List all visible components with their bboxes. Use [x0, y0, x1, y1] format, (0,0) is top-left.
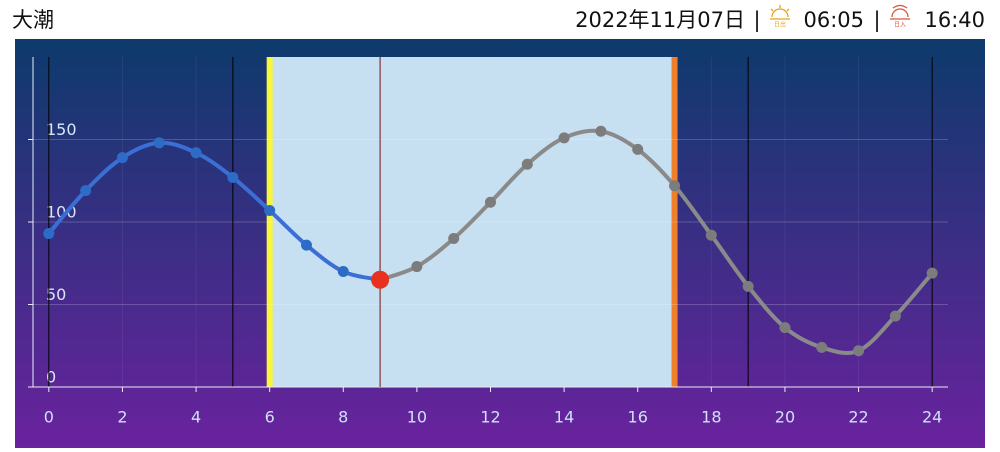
x-tick-label: 16	[628, 408, 648, 427]
data-point	[337, 266, 349, 277]
x-tick-label: 0	[44, 408, 54, 427]
x-tick-label: 24	[922, 408, 942, 427]
sunrise-bar	[266, 57, 273, 387]
data-point	[632, 143, 644, 155]
x-tick-label: 10	[407, 408, 427, 427]
future-line	[379, 128, 934, 355]
data-point	[669, 180, 681, 192]
data-point	[742, 280, 754, 292]
data-point	[853, 345, 865, 357]
data-point	[264, 204, 276, 216]
data-point	[116, 152, 128, 164]
data-point	[816, 341, 828, 353]
data-point	[926, 267, 938, 279]
sunrise-label: 日出	[774, 21, 786, 29]
data-point	[779, 322, 791, 334]
data-point	[411, 261, 423, 273]
data-point	[558, 132, 570, 144]
data-point	[190, 147, 202, 159]
sunrise-time: 06:05	[803, 8, 864, 32]
tide-title: 大潮	[12, 8, 54, 32]
data-point	[705, 229, 717, 241]
x-tick-label: 18	[701, 408, 721, 427]
data-point	[227, 171, 239, 183]
y-tick-label: 150	[46, 120, 77, 139]
past-line	[47, 140, 381, 282]
sunset-icon	[890, 4, 910, 20]
sunset-bar	[671, 57, 678, 387]
x-tick-label: 12	[480, 408, 500, 427]
data-point	[485, 196, 496, 208]
x-tick-label: 14	[554, 408, 574, 427]
data-point	[80, 185, 92, 197]
data-point	[595, 125, 607, 137]
sunrise-icon	[770, 5, 790, 20]
y-tick-label: 50	[46, 285, 66, 304]
sunset-time: 16:40	[924, 8, 985, 32]
data-point	[448, 233, 460, 244]
data-point	[43, 228, 55, 240]
separator: |	[753, 8, 760, 33]
separator: |	[873, 8, 880, 33]
data-point	[521, 158, 533, 170]
x-tick-label: 6	[265, 408, 275, 427]
x-tick-label: 22	[848, 408, 868, 427]
data-point	[889, 310, 901, 322]
date: 2022年11月07日	[575, 8, 745, 32]
sunset-label: 日入	[894, 22, 906, 29]
data-point	[300, 239, 312, 251]
x-tick-label: 8	[338, 408, 348, 427]
x-tick-label: 20	[775, 408, 795, 427]
x-tick-label: 2	[117, 408, 127, 427]
y-tick-label: 0	[46, 368, 56, 387]
current-point	[371, 270, 390, 289]
x-tick-label: 4	[191, 408, 201, 427]
data-point	[153, 137, 165, 149]
